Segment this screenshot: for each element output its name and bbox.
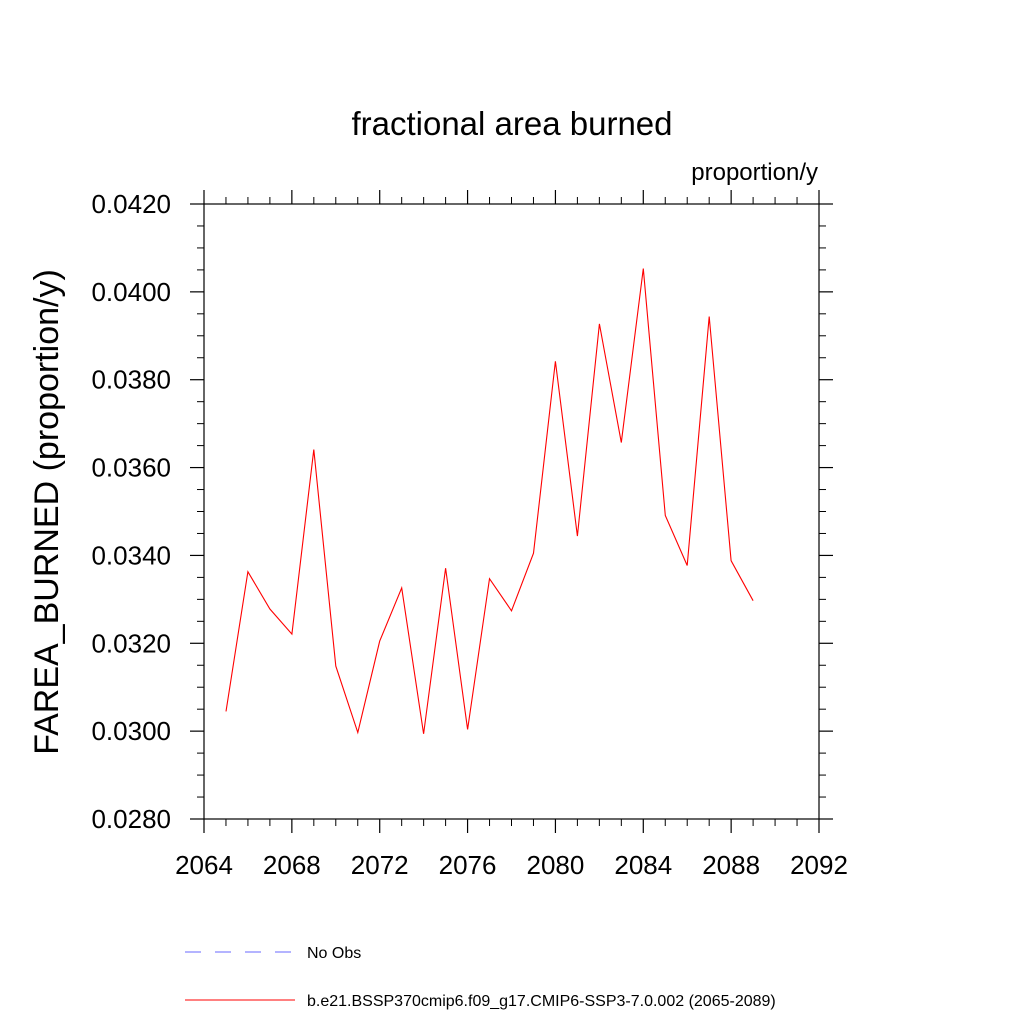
y-tick-label: 0.0400 [91,277,171,307]
units-label: proportion/y [691,159,818,186]
chart-title: fractional area burned [351,105,672,142]
y-tick-label: 0.0320 [91,628,171,658]
x-tick-label: 2072 [351,850,409,880]
y-tick-label: 0.0420 [91,189,171,219]
x-tick-label: 2064 [175,850,233,880]
y-tick-label: 0.0380 [91,365,171,395]
series-group [225,268,754,735]
y-tick-label: 0.0280 [91,804,171,834]
x-tick-label: 2068 [263,850,321,880]
y-tick-label: 0.0360 [91,453,171,483]
x-tick-label: 2084 [614,850,672,880]
y-tick-label: 0.0300 [91,716,171,746]
legend: No Obs b.e21.BSSP370cmip6.f09_g17.CMIP6-S… [185,945,776,1010]
legend-label: No Obs [307,945,361,962]
axes-group: 2064 2068 2072 2076 2080 2084 2088 2092 0.0280 0.… [91,189,847,880]
x-tick-label: 2076 [439,850,497,880]
series-line [225,268,754,735]
legend-label: b.e21.BSSP370cmip6.f09_g17.CMIP6-SSP3-7.… [307,993,776,1010]
y-tick-label: 0.0340 [91,540,171,570]
x-tick-label: 2092 [790,850,848,880]
x-tick-label: 2088 [702,850,760,880]
y-axis-label: FAREA_BURNED (proportion/y) [28,269,66,755]
x-tick-label: 2080 [527,850,585,880]
